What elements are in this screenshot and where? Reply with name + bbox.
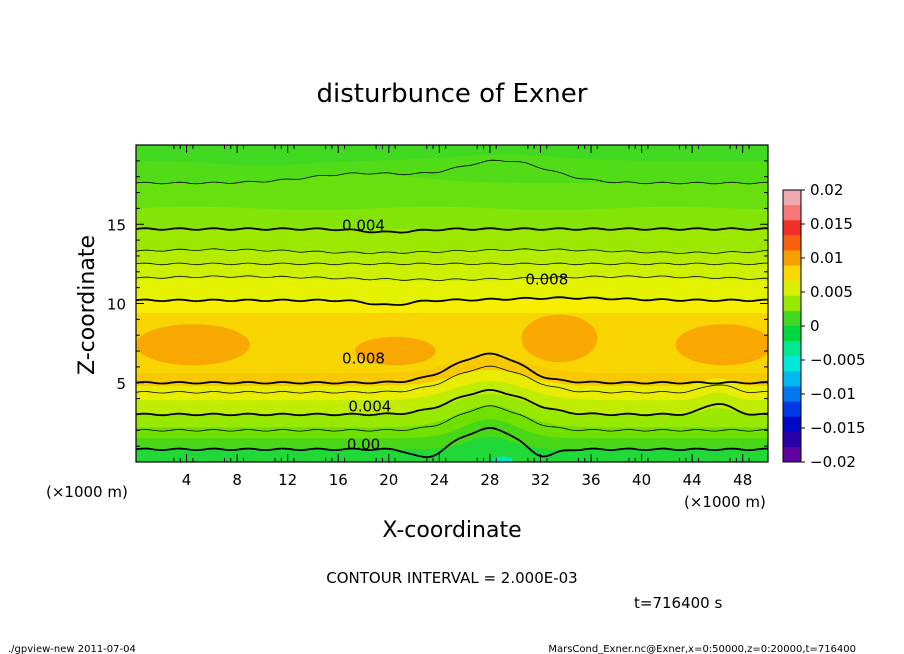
contour-label: 0.008	[342, 350, 385, 368]
colorbar-swatch	[783, 416, 801, 433]
colorbar-swatch	[783, 220, 801, 236]
contour-interval-text: CONTOUR INTERVAL = 2.000E-03	[326, 569, 577, 587]
contour-line	[136, 159, 768, 185]
contour-maximum	[136, 324, 250, 366]
contour-lines	[136, 159, 768, 459]
colorbar-labels: 0.02 0.015 0.01 0.005 0 −0.005 −0.01 −0.015 −0.0…	[801, 181, 866, 471]
contour-minimum	[492, 456, 513, 462]
y-tick-label: 10	[107, 296, 126, 314]
colorbar-label: 0.005	[810, 283, 853, 301]
y-tick-label: 15	[107, 216, 126, 234]
x-tick-label: 40	[632, 471, 651, 489]
colorbar-label: −0.02	[810, 453, 856, 471]
colorbar-swatch	[783, 190, 801, 206]
x-tick-label: 24	[430, 471, 449, 489]
colorbar-label: −0.005	[810, 351, 866, 369]
contour-label: 0.00	[347, 435, 380, 453]
x-tick-label: 12	[278, 471, 297, 489]
contour-line	[136, 248, 768, 255]
x-tick-label: 16	[329, 471, 348, 489]
colorbar-swatch	[783, 326, 801, 342]
x-axis-label: X-coordinate	[382, 518, 521, 543]
x-tick-label: 20	[379, 471, 398, 489]
colorbar-label: −0.015	[810, 419, 866, 437]
contour-line	[136, 352, 768, 385]
footer-right: MarsCond_Exner.nc@Exner,x=0:50000,z=0:20…	[548, 644, 856, 654]
x-tick-label: 44	[683, 471, 702, 489]
contour-line	[136, 426, 768, 459]
colorbar-label: 0.015	[810, 215, 853, 233]
colorbar-swatch	[783, 371, 801, 387]
colorbar-swatch	[783, 341, 801, 357]
chart-title: disturbunce of Exner	[317, 79, 588, 109]
x-unit-right: (×1000 m)	[684, 493, 766, 511]
colorbar-swatch	[783, 401, 801, 418]
x-tick-label: 48	[733, 471, 752, 489]
x-axis-ticks: 4 8 12 16 20 24 28 32 36 40 44 48	[173, 145, 752, 489]
colorbar-swatch	[783, 265, 801, 282]
x-tick-label: 36	[581, 471, 600, 489]
colorbar-swatch	[783, 235, 801, 251]
contour-line	[136, 388, 768, 417]
contour-band	[136, 436, 768, 462]
footer-left: ./gpview-new 2011-07-04	[8, 644, 136, 654]
contour-maximum	[354, 336, 436, 366]
colorbar-swatch	[783, 280, 801, 297]
contour-label: 0.008	[525, 270, 568, 288]
contour-label: 0.004	[348, 397, 391, 415]
contour-line	[136, 262, 768, 266]
contour-line	[136, 296, 768, 306]
contour-label: 0.004	[342, 217, 385, 235]
colorbar-swatch	[783, 446, 801, 463]
colorbar-swatch	[783, 431, 801, 448]
colorbar-swatch	[783, 386, 801, 403]
x-tick-label: 32	[531, 471, 550, 489]
y-axis-label: Z-coordinate	[75, 235, 100, 375]
contour-field	[136, 145, 768, 462]
x-tick-label: 28	[480, 471, 499, 489]
colorbar-swatch	[783, 356, 801, 372]
colorbar-label: 0.02	[810, 181, 843, 199]
colorbar-swatch	[783, 310, 801, 327]
contour-line	[136, 365, 768, 394]
contour-maximum	[675, 324, 768, 366]
y-axis-ticks: 5 10 15	[107, 160, 768, 447]
x-unit-left: (×1000 m)	[46, 483, 128, 501]
time-text: t=716400 s	[634, 594, 722, 612]
colorbar-label: −0.01	[810, 385, 856, 403]
colorbar	[783, 190, 801, 463]
x-tick-label: 4	[182, 471, 192, 489]
y-tick-label: 5	[116, 375, 126, 393]
x-tick-label: 8	[232, 471, 242, 489]
colorbar-label: 0.01	[810, 249, 843, 267]
colorbar-swatch	[783, 250, 801, 267]
colorbar-swatch	[783, 295, 801, 312]
contour-line	[136, 275, 768, 281]
colorbar-swatch	[783, 205, 801, 221]
colorbar-label: 0	[810, 317, 820, 335]
contour-line	[136, 227, 768, 234]
contour-maximum	[521, 314, 598, 363]
contour-labels: 0.004 0.008 0.008 0.004 0.00	[342, 217, 568, 454]
contour-line	[136, 405, 768, 432]
